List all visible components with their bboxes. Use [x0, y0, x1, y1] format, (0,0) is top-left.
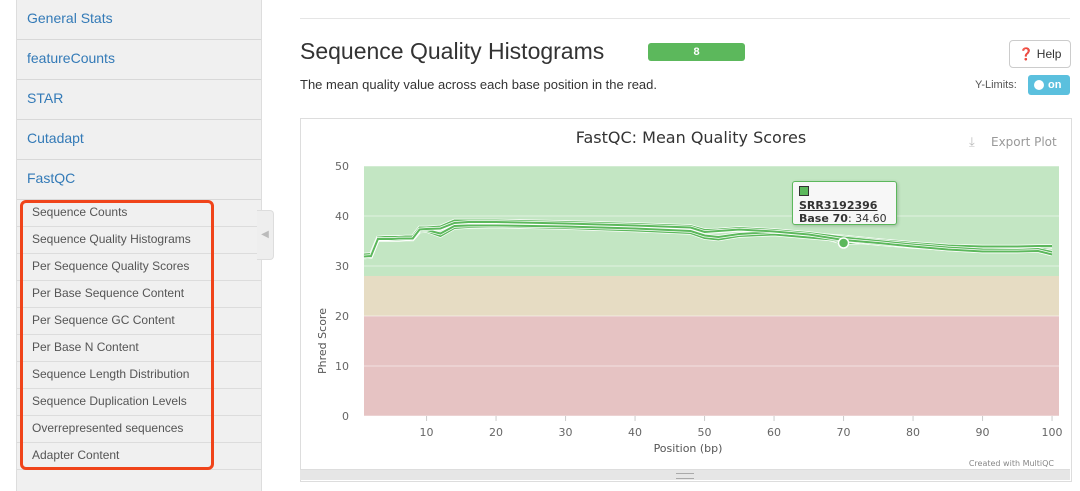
x-tick-label: 70 [837, 426, 851, 439]
sidebar-subitem-overrepresented-sequences[interactable]: Overrepresented sequences [17, 416, 261, 443]
sidebar-subitem-sequence-duplication-levels[interactable]: Sequence Duplication Levels [17, 389, 261, 416]
help-label: Help [1036, 47, 1062, 61]
ylimits-toggle[interactable]: on [1028, 75, 1070, 95]
line-chart: 0 10 20 30 40 50 10 20 30 40 50 60 70 80 90 100 FastQC:… [316, 128, 1063, 468]
x-tick-label: 80 [906, 426, 920, 439]
plot-band [364, 276, 1059, 316]
help-button[interactable]: ❓ Help [1009, 40, 1071, 68]
plot-resize-handle[interactable] [300, 469, 1070, 480]
tooltip-value: : 34.60 [847, 212, 887, 225]
chevron-left-icon: ◀ [261, 229, 269, 240]
sidebar-item-fastqc[interactable]: FastQC [17, 160, 261, 200]
toggle-knob [1034, 80, 1044, 90]
sidebar-item-general-stats[interactable]: General Stats [17, 0, 261, 40]
tooltip-sample: SRR3192396 [799, 199, 878, 212]
toggle-state: on [1048, 79, 1062, 91]
sidebar-item-cutadapt[interactable]: Cutadapt [17, 120, 261, 160]
tooltip-base: Base 70 [799, 212, 848, 225]
sidebar-subitem-adapter-content[interactable]: Adapter Content [17, 443, 261, 470]
y-tick-label: 10 [335, 360, 349, 373]
y-tick-label: 30 [335, 260, 349, 273]
x-tick-label: 40 [628, 426, 642, 439]
status-badge: 8 [648, 43, 745, 61]
sidebar-subitem-sequence-length-distribution[interactable]: Sequence Length Distribution [17, 362, 261, 389]
credit-text: Created with MultiQC [969, 459, 1055, 468]
chart-title: FastQC: Mean Quality Scores [576, 128, 806, 147]
sidebar-subitem-per-sequence-quality-scores[interactable]: Per Sequence Quality Scores [17, 254, 261, 281]
sidebar-item-featurecounts[interactable]: featureCounts [17, 40, 261, 80]
sidebar-subitem-per-base-n-content[interactable]: Per Base N Content [17, 335, 261, 362]
x-tick-label: 60 [767, 426, 781, 439]
series-line [363, 221, 1053, 258]
x-axis-label: Position (bp) [654, 442, 723, 455]
sidebar-subitem-sequence-quality-histograms[interactable]: Sequence Quality Histograms [17, 227, 261, 254]
collapse-sidebar-button[interactable]: ◀ [257, 210, 274, 260]
ylimits-label: Y-Limits: [975, 79, 1017, 91]
y-axis-label: Phred Score [316, 308, 329, 374]
x-tick-label: 50 [698, 426, 712, 439]
section-description: The mean quality value across each base … [300, 77, 657, 92]
export-plot-label: Export Plot [991, 135, 1057, 149]
sidebar-subitem-per-base-sequence-content[interactable]: Per Base Sequence Content [17, 281, 261, 308]
page-title: Sequence Quality Histograms [300, 38, 605, 64]
chart-tooltip: SRR3192396 Base 70: 34.60 [792, 181, 897, 225]
export-plot-button[interactable]: ⤓ Export Plot [969, 135, 1057, 150]
download-icon: ⤓ [969, 135, 975, 150]
y-tick-label: 40 [335, 210, 349, 223]
x-tick-label: 90 [976, 426, 990, 439]
sidebar: General Stats featureCounts STAR Cutadap… [16, 0, 262, 491]
x-tick-label: 100 [1042, 426, 1063, 439]
divider [300, 18, 1070, 19]
y-tick-label: 20 [335, 310, 349, 323]
hover-marker [837, 237, 850, 249]
series-color-swatch [799, 186, 809, 196]
y-tick-label: 50 [335, 160, 349, 173]
x-tick-label: 30 [559, 426, 573, 439]
y-tick-label: 0 [342, 410, 349, 423]
plot-container: 0 10 20 30 40 50 10 20 30 40 50 60 70 80 90 100 FastQC:… [300, 118, 1072, 482]
sidebar-subitem-sequence-counts[interactable]: Sequence Counts [17, 200, 261, 227]
x-tick-label: 10 [420, 426, 434, 439]
sidebar-subitem-per-sequence-gc-content[interactable]: Per Sequence GC Content [17, 308, 261, 335]
sidebar-item-star[interactable]: STAR [17, 80, 261, 120]
x-tick-label: 20 [489, 426, 503, 439]
question-icon: ❓ [1018, 47, 1034, 61]
grip-icon [676, 473, 694, 479]
